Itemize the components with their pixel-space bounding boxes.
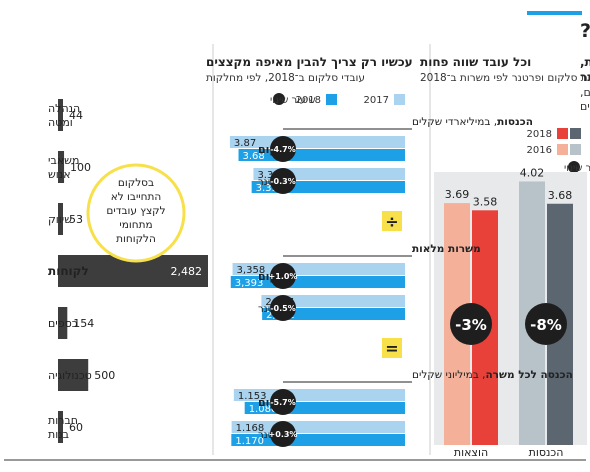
change-label-mid-1-0: +1.0% xyxy=(269,272,298,281)
change-label-mid-0-1: -0.3% xyxy=(270,177,296,186)
dept-label-2-0: שיווק xyxy=(48,213,72,226)
dept-label-1-1: אנוש xyxy=(48,168,71,181)
panel-per-employee: וכל עובד שווה פחות הכנסות סלקום ופרטנר ל… xyxy=(229,55,590,447)
legend-change-dot xyxy=(568,161,580,173)
change-badge-mid-1-1 xyxy=(270,295,296,321)
callout-line-1: התחייבו לא xyxy=(111,191,162,203)
panel-departments: עכשיו רק צריך להבין מאיפה מקצצים עובדי ס… xyxy=(48,55,413,443)
callout-line-0: בסלקום xyxy=(118,177,154,189)
group-header-1: משרות מלאות xyxy=(412,243,481,255)
category-label-1: הוצאות xyxy=(454,446,488,459)
legend-2016-label: 2016 xyxy=(527,145,552,156)
value-2018-1-0: 3,393 xyxy=(235,278,264,289)
dept-value-3: 2,482 xyxy=(171,265,203,278)
dept-label-6-0: חברות xyxy=(48,414,78,427)
dept-label-5-0: טכנולוגיה xyxy=(48,369,92,382)
bar-2018-1-1 xyxy=(262,308,405,320)
change-badge-label-0: -8% xyxy=(530,316,562,334)
bar-label-2016-1: 3.69 xyxy=(445,188,470,201)
legend-2018-label: 2018 xyxy=(527,129,552,140)
callout-circle xyxy=(86,163,186,263)
dept-value-4: 154 xyxy=(73,317,94,330)
divide-badge xyxy=(382,211,402,231)
value-2018-2-1: 1.170 xyxy=(235,436,264,447)
callout-line-3: מתחומי xyxy=(119,219,152,231)
change-badge-mid-1-0 xyxy=(270,263,296,289)
legend-swatch-2018-gray xyxy=(570,128,581,139)
change-badge-0 xyxy=(525,303,567,345)
title-accent-bar xyxy=(527,11,582,15)
dept-bar-6 xyxy=(58,411,63,443)
dept-value-2: 53 xyxy=(69,213,83,226)
change-label-mid-2-0: -5.7% xyxy=(270,398,296,407)
dept-label-0-0: הנהלה xyxy=(48,102,80,115)
divide-symbol: ÷ xyxy=(385,212,398,231)
legend-swatch-2018 xyxy=(326,94,337,105)
dept-bar-1 xyxy=(58,151,65,183)
dept-value-1: 100 xyxy=(70,161,91,174)
legend-2018-label-mid: 2018 xyxy=(296,95,321,106)
panel2-title: וכל עובד שווה פחות xyxy=(420,55,531,69)
value-2017-2-0: 1.153 xyxy=(238,391,267,402)
dept-value-6: 60 xyxy=(69,421,83,434)
bar-2017-1-1 xyxy=(261,295,405,307)
bar-label-2018-0: 3.68 xyxy=(548,189,573,202)
value-2017-1-0: 3,358 xyxy=(237,265,266,276)
page-title: סלקום חייבת לפטר, אבל כמה? xyxy=(580,20,590,42)
dept-value-5: 500 xyxy=(94,369,115,382)
legend-swatch-2016-gray xyxy=(570,144,581,155)
change-badge-mid-0-1 xyxy=(270,168,296,194)
legend-2017-label: 2017 xyxy=(364,95,389,106)
panel1-title-line1: ההוצאות מצטמצמות, xyxy=(580,55,590,69)
panel1-subtitle-line2: במיליארדי שקלים xyxy=(580,100,590,113)
dept-value-0: 44 xyxy=(69,109,83,122)
legend-change-dot-mid xyxy=(273,93,285,105)
value-2018-0-1: 3.39 xyxy=(256,183,278,194)
change-badge-label-1: -3% xyxy=(455,316,487,334)
change-label-mid-1-1: -0.5% xyxy=(270,304,296,313)
change-badge-1 xyxy=(450,303,492,345)
dept-bar-2 xyxy=(58,203,63,235)
equals-symbol: = xyxy=(385,339,398,358)
dept-label-0-1: ומטה xyxy=(48,116,73,129)
bar-label-2016-0: 4.02 xyxy=(520,166,545,179)
bar-label-2018-1: 3.58 xyxy=(473,195,498,208)
panel-expenses-revenues: ההוצאות מצטמצמות, אבל ההכנסות יותר תוצאו… xyxy=(434,55,590,459)
panel1-title-line2: אבל ההכנסות יותר xyxy=(580,70,590,84)
callout-line-2: לקצץ עובדים xyxy=(106,205,165,217)
legend-change-label: שיעור שינוי xyxy=(564,163,590,174)
callout-line-4: הלקוחות xyxy=(116,233,156,245)
change-badge-mid-2-1 xyxy=(270,421,296,447)
panel3-subtitle: עובדי סלקום ב־2018, לפי מחלקות xyxy=(206,72,365,84)
value-2017-0-0: 3.87 xyxy=(234,138,256,149)
category-label-0: הכנסות xyxy=(529,446,564,459)
dept-label-1-0: משאבי xyxy=(48,154,79,167)
value-2018-2-0: 1.080 xyxy=(249,404,278,415)
group-header-0: הכנסות, במיליארדי שקלים xyxy=(412,116,533,128)
value-2017-2-1: 1.168 xyxy=(236,423,265,434)
legend-swatch-2018-red xyxy=(557,128,568,139)
dept-label-3-0: לקוחות xyxy=(48,264,89,278)
value-2017-0-1: 3.35 xyxy=(257,170,279,181)
change-label-mid-2-1: +0.3% xyxy=(269,430,298,439)
value-2018-0-0: 3.68 xyxy=(243,151,265,162)
panel1-subtitle-line1: תוצאות סלקום, xyxy=(580,86,590,99)
dept-label-6-1: בנות xyxy=(48,428,69,441)
legend-change-label-mid: שיעור שינוי xyxy=(270,95,315,106)
dept-label-4-0: כספים xyxy=(48,317,78,330)
legend-swatch-2017 xyxy=(394,94,405,105)
dept-bar-0 xyxy=(58,99,63,131)
change-badge-mid-0-0 xyxy=(270,136,296,162)
panel2-subtitle: הכנסות סלקום ופרטנר לפי משרות ב־2018 xyxy=(420,72,590,84)
group-header-2: הכנסה לכל משרה, במיליוני שקלים xyxy=(412,369,573,381)
legend-swatch-2016-salmon xyxy=(557,144,568,155)
change-badge-mid-2-0 xyxy=(270,389,296,415)
change-label-mid-0-0: -4.7% xyxy=(270,145,296,154)
panel3-title: עכשיו רק צריך להבין מאיפה מקצצים xyxy=(206,55,413,69)
dept-bar-5 xyxy=(58,359,89,391)
equals-badge xyxy=(382,338,402,358)
dept-bar-4 xyxy=(58,307,68,339)
